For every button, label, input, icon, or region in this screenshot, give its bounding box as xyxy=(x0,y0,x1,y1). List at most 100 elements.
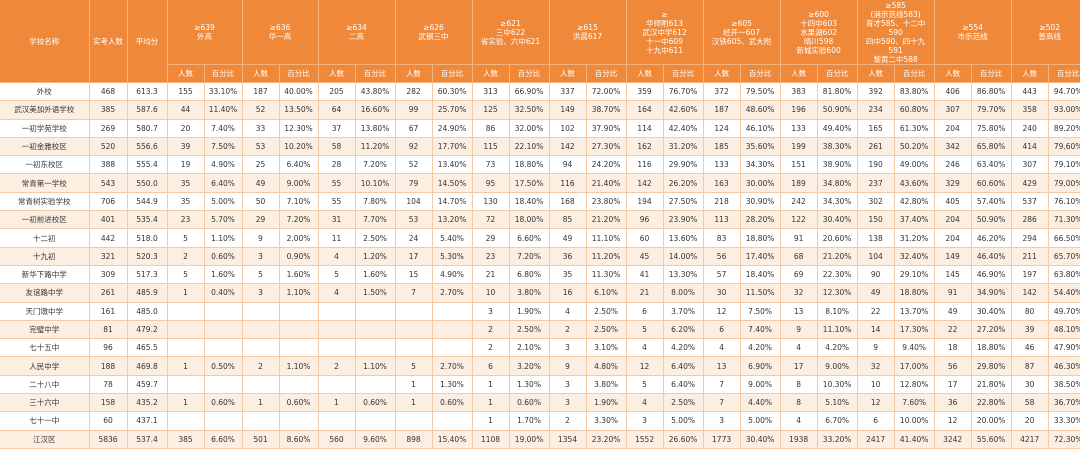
table-cell: 11.30% xyxy=(586,265,627,285)
header-percent: 百分比 xyxy=(971,64,1012,83)
table-cell: 85 xyxy=(549,210,587,230)
table-cell xyxy=(279,320,319,340)
school-name-cell: 外校 xyxy=(0,82,90,102)
table-cell: 0.40% xyxy=(204,283,243,303)
header-group-line: 汉铁605、武大附 xyxy=(711,36,772,46)
table-cell: 6 xyxy=(857,411,895,431)
table-cell: 13.40% xyxy=(432,155,473,175)
table-cell: 443 xyxy=(1011,82,1049,102)
table-cell: 302 xyxy=(857,192,895,212)
table-cell: 75.80% xyxy=(971,119,1012,138)
table-cell xyxy=(355,411,396,431)
table-cell: 41 xyxy=(626,265,664,285)
table-cell: 89.20% xyxy=(1048,119,1080,138)
table-cell: 33.30% xyxy=(1048,411,1080,431)
table-cell: 5 xyxy=(242,265,280,285)
table-cell: 0.90% xyxy=(279,247,319,266)
table-cell: 0.50% xyxy=(204,356,243,376)
table-cell: 218 xyxy=(703,192,741,212)
school-name-cell: 一初东校区 xyxy=(0,155,90,175)
table-cell: 17.00% xyxy=(894,356,935,376)
table-cell xyxy=(318,320,356,340)
table-cell: 168 xyxy=(549,192,587,212)
table-cell: 5 xyxy=(167,228,205,248)
table-cell: 25.70% xyxy=(432,100,473,120)
table-cell: 43.80% xyxy=(355,82,396,102)
table-cell: 49.00% xyxy=(894,155,935,175)
header-percent: 百分比 xyxy=(432,64,473,83)
table-cell: 194 xyxy=(626,192,664,212)
table-cell: 5 xyxy=(626,375,664,395)
table-cell: 294 xyxy=(1011,228,1049,248)
table-row: 十二初 442 518.0 5 1.10% 9 2.00% 11 2.50% 24 5.40% 29 6… xyxy=(0,228,1080,248)
table-cell: 4 xyxy=(626,338,664,358)
table-cell: 1 xyxy=(472,411,510,431)
table-cell: 50 xyxy=(242,192,280,212)
table-cell: 7.50% xyxy=(740,302,781,321)
table-row: 三十六中 158 435.2 1 0.60% 1 0.60% 1 0.60% 1 0.60% 1 0.6… xyxy=(0,393,1080,413)
table-cell: 14.70% xyxy=(432,192,473,212)
table-row: 天门墩中学 161 485.0 3 1.90% 4 2.50% 6 3.70% 12 7.50% 13… xyxy=(0,302,1080,321)
table-cell: 2 xyxy=(167,247,205,266)
table-cell: 205 xyxy=(318,82,356,102)
table-cell: 520 xyxy=(89,137,128,157)
table-cell: 3 xyxy=(549,375,587,395)
table-row: 一初前进校区 401 535.4 23 5.70% 29 7.20% 31 7.70% 53 13.… xyxy=(0,210,1080,230)
school-name-cell: 常青树实验学校 xyxy=(0,192,90,212)
table-cell: 71.30% xyxy=(1048,210,1080,230)
table-cell: 4.90% xyxy=(432,265,473,285)
table-cell: 469.8 xyxy=(127,356,168,376)
table-cell: 66.50% xyxy=(1048,228,1080,248)
school-name-cell: 人民中学 xyxy=(0,356,90,376)
table-cell: 37.90% xyxy=(586,119,627,138)
table-cell: 0.60% xyxy=(355,393,396,413)
table-row: 人民中学 188 469.8 1 0.50% 2 1.10% 2 1.10% 5 2.70% 6 3.2… xyxy=(0,356,1080,376)
table-cell: 1 xyxy=(472,393,510,413)
table-cell: 11.40% xyxy=(204,100,243,120)
table-cell: 57 xyxy=(703,265,741,285)
header-group-line: 十九中611 xyxy=(646,45,683,55)
table-cell: 1354 xyxy=(549,430,587,449)
table-cell: 19 xyxy=(167,155,205,175)
table-cell: 4217 xyxy=(1011,430,1049,449)
table-cell: 86.80% xyxy=(971,82,1012,102)
table-cell: 7.50% xyxy=(204,137,243,157)
table-cell: 32 xyxy=(780,283,818,303)
table-cell: 4.20% xyxy=(663,338,704,358)
table-cell: 406 xyxy=(934,82,972,102)
table-cell: 240 xyxy=(1011,119,1049,138)
header-group-line: ≥636 xyxy=(269,23,291,32)
table-cell: 72.30% xyxy=(1048,430,1080,449)
table-cell: 0.60% xyxy=(509,393,550,413)
table-cell: 1.90% xyxy=(586,393,627,413)
table-cell: 165 xyxy=(857,119,895,138)
table-cell: 12.30% xyxy=(817,283,858,303)
table-cell: 133 xyxy=(780,119,818,138)
table-cell: 32.50% xyxy=(509,100,550,120)
table-cell: 6 xyxy=(472,356,510,376)
table-cell: 43.60% xyxy=(894,173,935,193)
table-cell: 401 xyxy=(89,210,128,230)
school-name-cell: 武汉美加外语学校 xyxy=(0,100,90,120)
table-cell: 187 xyxy=(703,100,741,120)
table-cell xyxy=(204,338,243,358)
table-cell: 28 xyxy=(318,155,356,175)
table-cell: 30.00% xyxy=(740,173,781,193)
table-cell: 54.40% xyxy=(1048,283,1080,303)
table-cell: 185 xyxy=(703,137,741,157)
table-cell: 2 xyxy=(318,356,356,376)
table-cell: 38.30% xyxy=(817,137,858,157)
school-name-cell: 友谊路中学 xyxy=(0,283,90,303)
table-cell: 0.60% xyxy=(279,393,319,413)
table-cell: 0.60% xyxy=(204,393,243,413)
table-cell: 359 xyxy=(626,82,664,102)
header-group-line: 二高 xyxy=(349,32,365,41)
table-cell: 2417 xyxy=(857,430,895,449)
header-percent: 百分比 xyxy=(355,64,396,83)
table-cell: 161 xyxy=(89,302,128,321)
header-avg: 平均分 xyxy=(127,0,168,83)
table-cell: 145 xyxy=(934,265,972,285)
header-group-line: ≥502 xyxy=(1039,23,1060,32)
header-group-line: 华师附613 xyxy=(646,18,683,28)
